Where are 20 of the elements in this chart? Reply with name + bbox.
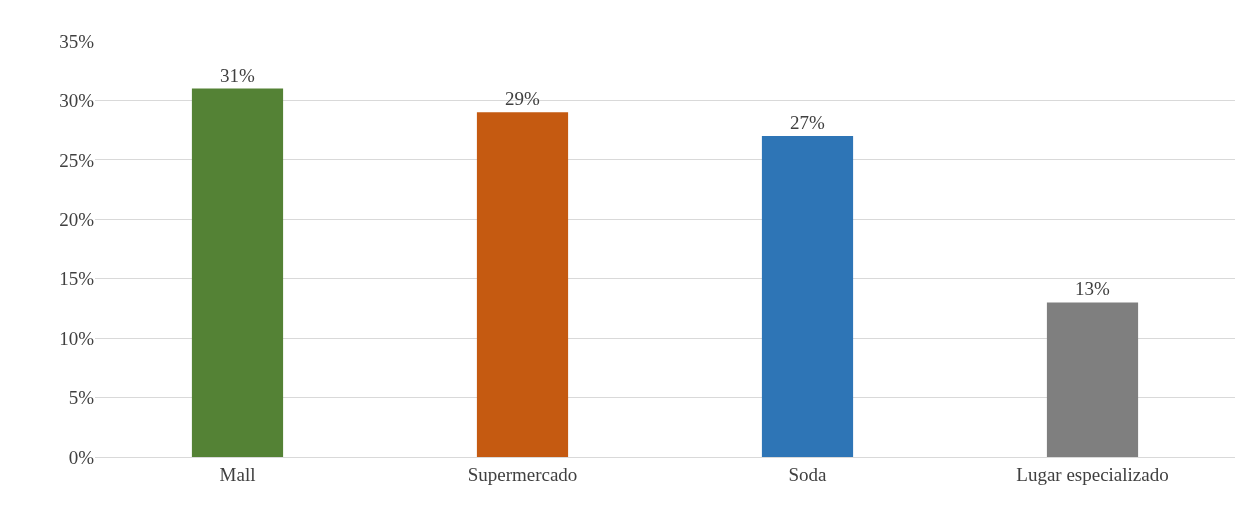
data-label: 31% (220, 64, 255, 86)
y-tick-label: 35% (59, 30, 95, 52)
x-tick-label: Soda (788, 463, 828, 485)
y-tick-label: 10% (59, 327, 95, 349)
y-tick-label: 30% (59, 90, 95, 112)
x-tick-label: Lugar especializado (1016, 463, 1169, 485)
y-tick-label: 0% (68, 446, 95, 468)
y-tick-label: 15% (59, 268, 95, 290)
bar (1046, 302, 1139, 457)
bar (476, 112, 569, 457)
data-label: 29% (505, 88, 540, 110)
x-tick-label: Supermercado (467, 463, 578, 485)
bar (191, 88, 284, 457)
y-tick-label: 20% (59, 208, 95, 230)
y-tick-label: 25% (59, 149, 95, 171)
data-label: 27% (790, 112, 825, 134)
data-label: 13% (1075, 278, 1110, 300)
y-tick-label: 5% (68, 387, 95, 409)
x-tick-label: Mall (219, 463, 256, 485)
bar (761, 136, 854, 457)
